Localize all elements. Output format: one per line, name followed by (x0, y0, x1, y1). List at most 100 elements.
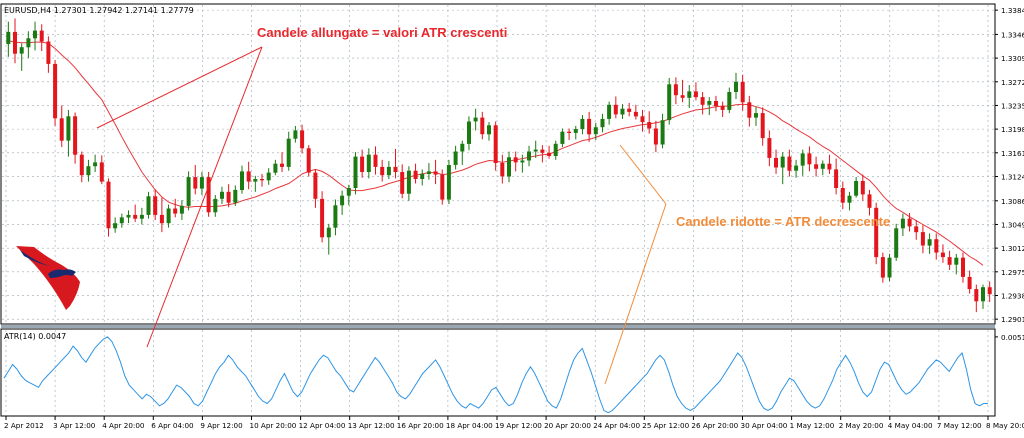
candle-body (246, 171, 251, 182)
candle (633, 104, 638, 120)
candle-body (767, 138, 772, 158)
candle-body (553, 143, 558, 156)
candle-body (633, 111, 638, 117)
candle (246, 161, 251, 190)
candle (313, 169, 318, 208)
candles-layer (6, 18, 992, 313)
candle-body (119, 217, 124, 224)
candle-body (760, 113, 765, 139)
candle (680, 79, 685, 103)
x-tick-label: 3 Apr 12:00 (53, 421, 96, 430)
candle (33, 21, 37, 51)
candle-body (593, 127, 598, 135)
candle-body (974, 289, 979, 302)
candle-body (680, 95, 685, 98)
candle-body (734, 81, 738, 92)
candle-body (954, 257, 959, 265)
candle (366, 148, 371, 179)
candle (440, 169, 445, 205)
candle (767, 130, 772, 167)
candle-body (707, 101, 712, 105)
x-tick-label: 9 Apr 12:00 (200, 421, 243, 430)
candle (860, 174, 865, 201)
candle-body (113, 223, 118, 229)
candle (620, 104, 625, 119)
candle-body (426, 171, 431, 174)
candle-body (620, 108, 625, 115)
candle (787, 149, 792, 177)
candle (867, 189, 872, 216)
candle (507, 151, 511, 183)
candle-body (326, 227, 331, 238)
candle (166, 204, 171, 228)
candle-body (193, 177, 198, 189)
candle-body (587, 118, 592, 135)
candle-body (480, 117, 485, 135)
candle-body (847, 195, 852, 203)
candle-body (927, 239, 932, 246)
candle (39, 24, 44, 52)
candle-body (13, 31, 17, 54)
candle (186, 171, 191, 211)
candle-body (794, 165, 799, 171)
x-tick-label: 19 Apr 12:00 (495, 421, 542, 430)
candle-body (647, 122, 652, 129)
candle (954, 253, 959, 275)
candle (687, 84, 692, 109)
candle (600, 113, 605, 133)
candle (13, 18, 17, 64)
candle (693, 82, 698, 101)
candle (560, 128, 565, 148)
candle (73, 112, 78, 164)
y-tick-label: 1.29750 (1001, 268, 1024, 277)
candle-body (373, 154, 378, 167)
candle (487, 122, 491, 141)
candle-body (240, 171, 244, 190)
y-axis: 1.33840 1.33460 1.33090 1.32720 1.32350 1.319… (995, 6, 1024, 342)
candle (46, 36, 51, 73)
candle (66, 109, 71, 157)
candle-body (293, 130, 298, 139)
candle (159, 197, 164, 233)
candle-body (981, 287, 985, 302)
candle (673, 77, 678, 105)
candle (193, 164, 198, 195)
candle (593, 122, 598, 141)
candle-body (6, 31, 11, 45)
candle-body (800, 153, 805, 166)
candle (79, 151, 84, 183)
candle-body (353, 156, 358, 188)
candle (967, 270, 972, 294)
candle-body (754, 113, 758, 118)
x-tick-label: 12 Apr 04:00 (299, 421, 346, 430)
x-tick-label: 10 Apr 20:00 (250, 421, 297, 430)
candle-body (313, 172, 318, 199)
candle (947, 250, 952, 270)
candle (700, 92, 705, 115)
candle (173, 198, 178, 218)
candle (266, 168, 271, 185)
candle (573, 125, 578, 140)
candle-body (473, 117, 478, 122)
candle (920, 225, 925, 254)
y-tick-label: 1.30120 (1001, 244, 1024, 253)
candle-body (867, 194, 872, 208)
candle (814, 156, 819, 177)
y-tick-label: 1.31610 (1001, 149, 1024, 158)
candle-body (220, 191, 224, 199)
candle (433, 159, 438, 185)
candle (113, 217, 118, 233)
candle (567, 128, 572, 141)
candle-body (467, 121, 471, 144)
candle-body (93, 162, 98, 167)
candle-body (580, 118, 585, 130)
candle-body (266, 172, 271, 181)
candle (807, 146, 812, 172)
candle (800, 149, 805, 176)
candle-body (39, 30, 44, 42)
candle (220, 186, 224, 204)
candle (653, 120, 658, 153)
candle-body (340, 195, 345, 206)
candle (660, 113, 665, 149)
atr-layer (3, 336, 988, 414)
